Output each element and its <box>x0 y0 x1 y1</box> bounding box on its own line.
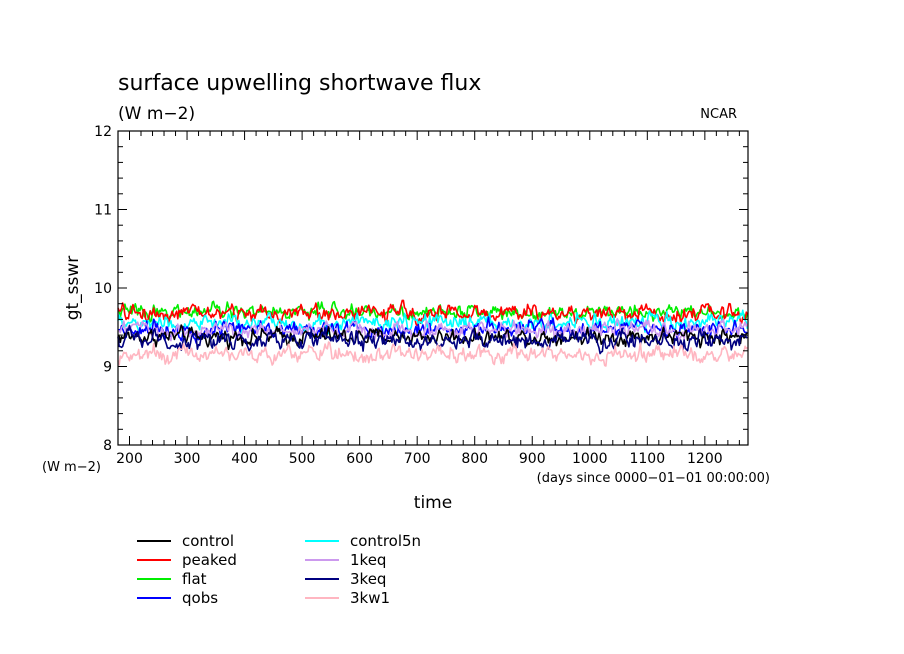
y-tick-label: 10 <box>94 281 112 297</box>
x-axis-label: time <box>414 493 452 513</box>
series-line-1keq <box>117 317 749 342</box>
x-axis: 200 300 400 500 600 700 800 900 1000 1100 1200 <box>116 131 740 467</box>
y-axis-label: gt_sswr <box>63 256 83 321</box>
y-axis-units: (W m−2) <box>42 460 101 475</box>
legend-label-flat: flat <box>182 570 207 588</box>
x-axis-units: (days since 0000−01−01 00:00:00) <box>537 471 770 486</box>
legend-label-control5n: control5n <box>350 532 421 550</box>
chart-units: (W m−2) <box>118 104 195 124</box>
y-tick-label: 11 <box>94 203 112 219</box>
x-tick-label: 900 <box>519 451 546 467</box>
x-tick-label: 300 <box>174 451 201 467</box>
x-tick-label: 1100 <box>629 451 665 467</box>
x-tick-label: 200 <box>116 451 143 467</box>
series-line-3kw1 <box>117 341 749 367</box>
legend-label-qobs: qobs <box>182 589 218 607</box>
series-line-peaked <box>117 299 749 327</box>
legend-label-1keq: 1keq <box>350 551 386 569</box>
x-tick-label: 1000 <box>572 451 608 467</box>
y-axis: 8 9 10 11 12 <box>94 124 748 454</box>
source-label: NCAR <box>700 107 737 122</box>
legend-label-peaked: peaked <box>182 551 237 569</box>
x-tick-label: 600 <box>346 451 373 467</box>
legend-label-3kw1: 3kw1 <box>350 589 390 607</box>
x-tick-label: 500 <box>289 451 316 467</box>
series-line-flat <box>117 300 749 323</box>
legend-label-3keq: 3keq <box>350 570 386 588</box>
x-tick-label: 1200 <box>687 451 723 467</box>
chart-title: surface upwelling shortwave flux <box>118 71 481 96</box>
y-tick-label: 8 <box>103 438 112 454</box>
y-tick-label: 12 <box>94 124 112 140</box>
series-line-3keq <box>117 324 748 355</box>
plot-frame <box>117 130 749 446</box>
x-tick-label: 400 <box>231 451 258 467</box>
x-tick-label: 800 <box>461 451 488 467</box>
y-tick-label: 9 <box>103 360 112 376</box>
series-layer <box>117 299 749 367</box>
legend-label-control: control <box>182 532 234 550</box>
x-tick-label: 700 <box>404 451 431 467</box>
